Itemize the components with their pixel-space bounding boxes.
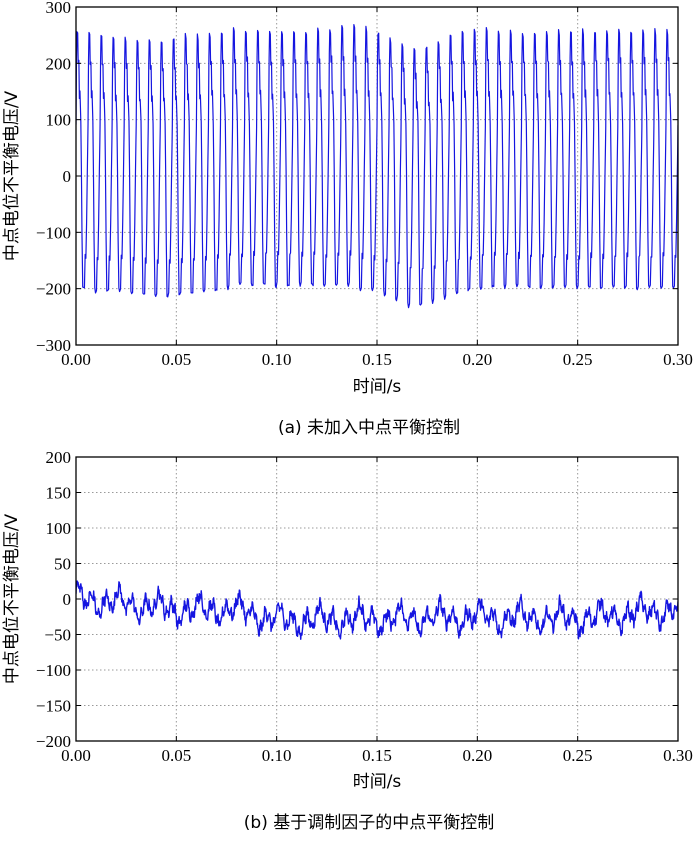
y-tick-label: −50 <box>44 626 71 645</box>
y-tick-label: −200 <box>36 732 71 751</box>
x-axis-label: 时间/s <box>353 377 402 397</box>
y-tick-label: −300 <box>36 336 71 355</box>
y-tick-label: 100 <box>46 111 72 130</box>
x-tick-label: 0.30 <box>663 350 693 369</box>
x-tick-label: 0.20 <box>462 746 492 765</box>
y-tick-label: 100 <box>46 519 72 538</box>
series-line-0 <box>76 580 678 640</box>
x-tick-label: 0.15 <box>362 350 392 369</box>
y-tick-label: 0 <box>63 590 72 609</box>
x-tick-label: 0.10 <box>262 746 292 765</box>
chart-a: 0.00 0.05 0.10 0.15 0.20 0.25 0.30 −300 −200 −100… <box>2 0 693 438</box>
x-tick-label: 0.00 <box>61 350 91 369</box>
y-tick-label: 0 <box>63 167 72 186</box>
x-tick-label: 0.20 <box>462 350 492 369</box>
x-tick-label: 0.10 <box>262 350 292 369</box>
chart-b: 0.00 0.05 0.10 0.15 0.20 0.25 0.30 −200 −150 −100… <box>2 448 693 833</box>
y-tick-label: −100 <box>36 661 71 680</box>
chart-caption: (a) 未加入中点平衡控制 <box>278 418 460 438</box>
y-tick-label: 150 <box>46 484 72 503</box>
x-axis-label: 时间/s <box>353 772 402 792</box>
y-axis-label: 中点电位不平衡电压/V <box>2 513 22 684</box>
y-tick-label: −100 <box>36 223 71 242</box>
y-axis-label: 中点电位不平衡电压/V <box>2 90 22 261</box>
x-tick-label: 0.15 <box>362 746 392 765</box>
x-tick-label: 0.25 <box>563 746 593 765</box>
x-tick-label: 0.30 <box>663 746 693 765</box>
series-line-0 <box>76 24 678 309</box>
x-tick-label: 0.00 <box>61 746 91 765</box>
y-tick-label: 200 <box>46 54 72 73</box>
y-tick-label: 300 <box>46 0 72 17</box>
x-tick-label: 0.05 <box>161 746 191 765</box>
y-tick-label: −200 <box>36 280 71 299</box>
y-tick-label: −150 <box>36 697 71 716</box>
x-tick-label: 0.25 <box>563 350 593 369</box>
chart-caption: (b) 基于调制因子的中点平衡控制 <box>244 813 494 833</box>
x-tick-label: 0.05 <box>161 350 191 369</box>
y-tick-label: 200 <box>46 448 72 467</box>
y-tick-label: 50 <box>54 555 71 574</box>
